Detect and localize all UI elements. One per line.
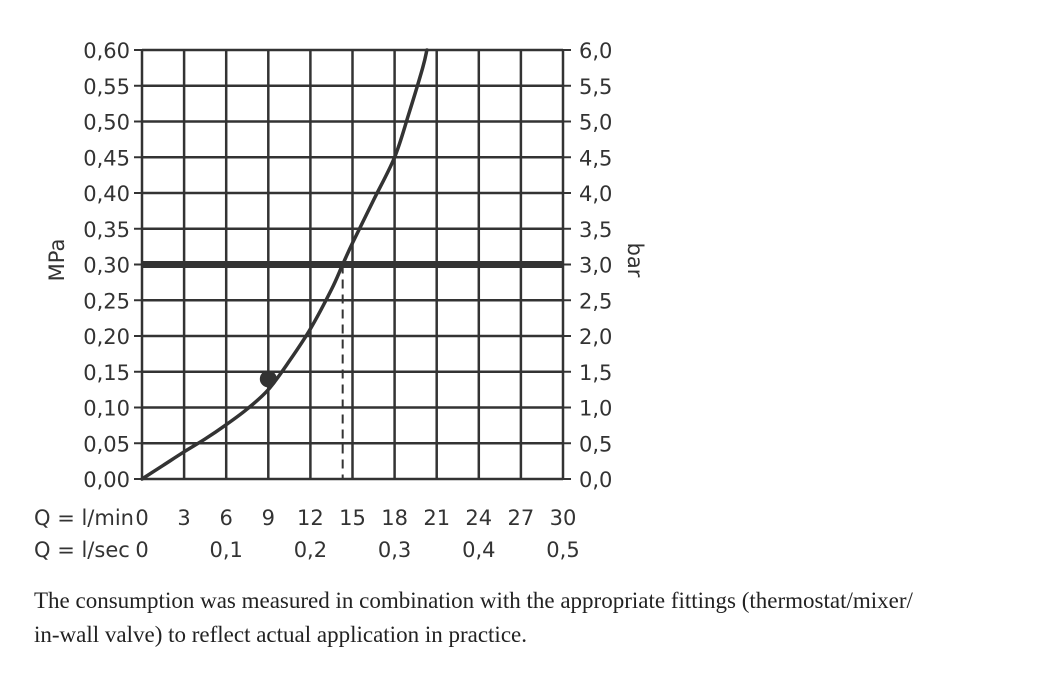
axis-ticks bbox=[134, 49, 571, 480]
y2-tick-label: 1,0 bbox=[579, 397, 612, 421]
x-tick-label: 6 bbox=[220, 506, 233, 530]
y-tick-label: 0,05 bbox=[83, 432, 130, 456]
y2-axis-label: bar bbox=[623, 243, 647, 278]
y-tick-label: 0,60 bbox=[83, 39, 130, 63]
y-tick-label: 0,45 bbox=[83, 146, 130, 170]
operating-marker bbox=[259, 370, 277, 388]
x-axis-tick-labels: 0 3 6 9 12 15 18 21 24 27 30 bbox=[135, 506, 576, 530]
y-tick-label: 0,15 bbox=[83, 361, 130, 385]
x-tick-label: 21 bbox=[423, 506, 450, 530]
y-axis-tick-labels: 0,00 0,05 0,10 0,15 0,20 0,25 0,30 0,35 0,40 0,45… bbox=[83, 39, 130, 492]
y2-tick-label: 6,0 bbox=[579, 39, 612, 63]
y-tick-label: 0,30 bbox=[83, 254, 130, 278]
y-tick-label: 0,20 bbox=[83, 325, 130, 349]
x-tick-label: 27 bbox=[508, 506, 535, 530]
x-tick-label: 15 bbox=[339, 506, 366, 530]
y2-tick-label: 3,5 bbox=[579, 218, 612, 242]
x2-tick-label: 0,5 bbox=[546, 538, 579, 562]
x-tick-label: 30 bbox=[550, 506, 577, 530]
y-tick-label: 0,40 bbox=[83, 182, 130, 206]
y2-tick-label: 5,5 bbox=[579, 75, 612, 99]
x2-tick-label: 0,4 bbox=[462, 538, 495, 562]
y2-tick-label: 1,5 bbox=[579, 361, 612, 385]
footnote-line-1: The consumption was measured in combinat… bbox=[34, 588, 913, 613]
y2-tick-label: 2,5 bbox=[579, 289, 612, 313]
x-axis-label: Q = l/min bbox=[34, 506, 134, 530]
y2-tick-label: 0,0 bbox=[579, 468, 612, 492]
x-tick-label: 0 bbox=[135, 506, 148, 530]
y2-tick-label: 0,5 bbox=[579, 432, 612, 456]
y-tick-label: 0,55 bbox=[83, 75, 130, 99]
x2-axis-label: Q = l/sec bbox=[34, 538, 130, 562]
y2-axis-tick-labels: 0,0 0,5 1,0 1,5 2,0 2,5 3,0 3,5 4,0 4,5 5,0 5,5 6,0 bbox=[579, 39, 612, 492]
x2-axis-tick-labels: 0 0,1 0,2 0,3 0,4 0,5 bbox=[135, 538, 579, 562]
y2-tick-label: 5,0 bbox=[579, 111, 612, 135]
y-tick-label: 0,10 bbox=[83, 397, 130, 421]
y-tick-label: 0,25 bbox=[83, 289, 130, 313]
x2-tick-label: 0,1 bbox=[209, 538, 242, 562]
footnote-line-2: in-wall valve) to reflect actual applica… bbox=[34, 622, 527, 647]
footnote: The consumption was measured in combinat… bbox=[34, 584, 1034, 652]
x2-tick-label: 0,3 bbox=[378, 538, 411, 562]
x2-tick-label: 0 bbox=[135, 538, 148, 562]
y-tick-label: 0,50 bbox=[83, 111, 130, 135]
y-axis-label: MPa bbox=[45, 239, 69, 282]
x2-tick-label: 0,2 bbox=[294, 538, 327, 562]
x-tick-label: 9 bbox=[262, 506, 275, 530]
flow-curve bbox=[140, 48, 429, 481]
y-tick-label: 0,35 bbox=[83, 218, 130, 242]
x-tick-label: 24 bbox=[465, 506, 492, 530]
y-tick-label: 0,00 bbox=[83, 468, 130, 492]
flow-pressure-chart: 0,000,050,100,150,200,250,300,350,400,45… bbox=[34, 39, 647, 562]
y2-tick-label: 4,0 bbox=[579, 182, 612, 206]
x-tick-label: 18 bbox=[381, 506, 408, 530]
y2-tick-label: 2,0 bbox=[579, 325, 612, 349]
y2-tick-label: 4,5 bbox=[579, 146, 612, 170]
y2-tick-label: 3,0 bbox=[579, 254, 612, 278]
x-tick-label: 3 bbox=[177, 506, 190, 530]
x-tick-label: 12 bbox=[297, 506, 324, 530]
